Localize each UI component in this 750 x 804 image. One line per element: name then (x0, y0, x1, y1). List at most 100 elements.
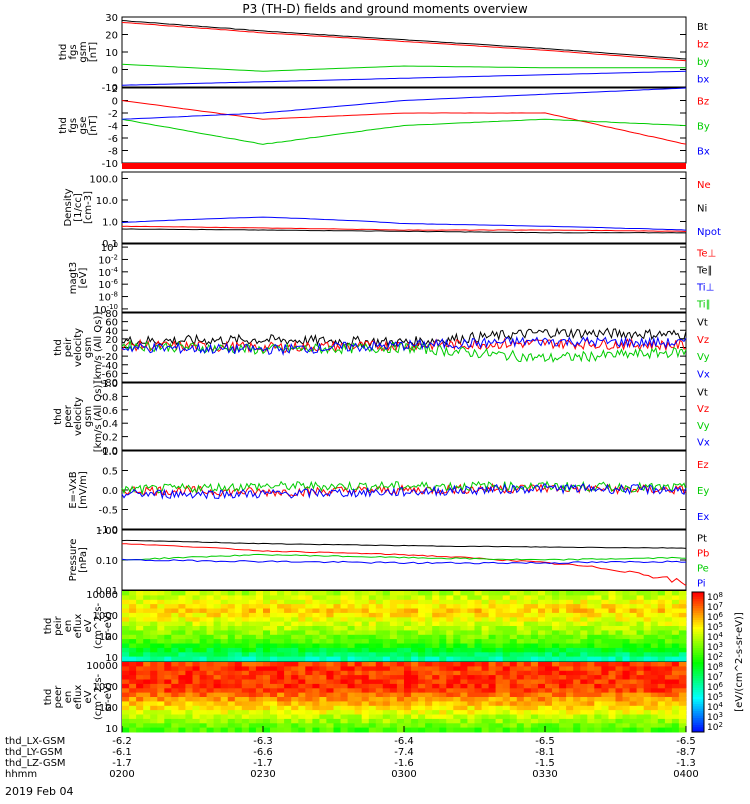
heatmap-cell (382, 595, 391, 601)
heatmap-cell (248, 656, 257, 662)
heatmap-cell (601, 692, 609, 698)
heatmap-cell (234, 683, 243, 689)
heatmap-cell (382, 683, 391, 689)
heatmap-cell (171, 662, 179, 667)
heatmap-cell (467, 670, 475, 676)
heatmap-cell (164, 595, 172, 601)
heatmap-cell (298, 604, 306, 609)
heatmap-cell (347, 630, 356, 636)
y-axis-label-line: eflux (73, 685, 84, 710)
heatmap-cell (354, 718, 363, 724)
heatmap-cell (122, 723, 130, 729)
heatmap-cell (291, 643, 299, 649)
heatmap-cell (389, 612, 398, 618)
heatmap-cell (199, 714, 208, 720)
heatmap-cell (185, 621, 193, 627)
heatmap-cell (368, 595, 377, 601)
heatmap-cell (326, 630, 334, 636)
heatmap-cell (340, 723, 348, 729)
heatmap-cell (277, 591, 285, 596)
colorbar-cell (692, 718, 704, 721)
heatmap-cell (523, 670, 532, 676)
heatmap-cell (241, 634, 250, 640)
heatmap-cell (425, 662, 433, 667)
heatmap-cell (192, 679, 200, 685)
heatmap-cell (199, 647, 208, 653)
heatmap-cell (234, 652, 243, 658)
heatmap-cell (587, 634, 595, 640)
heatmap-cell (509, 705, 518, 711)
heatmap-cell (446, 666, 454, 672)
heatmap-cell (678, 718, 687, 724)
heatmap-cell (671, 697, 680, 702)
heatmap-cell (206, 688, 215, 694)
heatmap-cell (122, 604, 130, 609)
heatmap-cell (368, 718, 377, 724)
heatmap-cell (129, 626, 137, 631)
heatmap-cell (650, 599, 659, 605)
heatmap-cell (136, 727, 144, 733)
heatmap-cell (157, 634, 165, 640)
heatmap-cell (298, 727, 306, 733)
heatmap-cell (298, 591, 306, 596)
heatmap-cell (375, 683, 384, 689)
heatmap-cell (213, 612, 222, 618)
heatmap-cell (270, 630, 278, 636)
heatmap-cell (460, 701, 468, 707)
heatmap-cell (516, 599, 525, 605)
heatmap-cell (608, 714, 616, 720)
y-tick-label: -4 (108, 122, 118, 133)
heatmap-cell (143, 670, 151, 676)
heatmap-cell (643, 617, 652, 623)
heatmap-cell (206, 718, 215, 724)
heatmap-cell (538, 595, 546, 601)
heatmap-cell (333, 595, 341, 601)
heatmap-cell (636, 647, 645, 653)
heatmap-cell (657, 604, 666, 609)
heatmap-cell (453, 599, 461, 605)
heatmap-cell (220, 675, 229, 680)
y-axis-label-line: gse (78, 117, 89, 135)
heatmap-cell (192, 630, 200, 636)
heatmap-cell (263, 675, 271, 680)
colorbar-cell (692, 683, 704, 686)
heatmap-cell (552, 679, 560, 685)
heatmap-cell (213, 723, 222, 729)
heatmap-cell (143, 688, 151, 694)
heatmap-cell (615, 591, 623, 596)
heatmap-cell (495, 662, 504, 667)
heatmap-cell (545, 617, 553, 623)
heatmap-cell (361, 612, 370, 618)
heatmap-cell (241, 688, 250, 694)
heatmap-cell (580, 604, 588, 609)
heatmap-cell (664, 710, 673, 715)
heatmap-cell (255, 692, 264, 698)
heatmap-cell (396, 608, 405, 614)
heatmap-cell (538, 656, 546, 662)
heatmap-cell (411, 656, 419, 662)
heatmap-cell (411, 639, 419, 644)
heatmap-cell (143, 595, 151, 601)
heatmap-cell (453, 675, 461, 680)
heatmap-cell (340, 701, 348, 707)
heatmap-cell (361, 595, 370, 601)
heatmap-cell (389, 604, 398, 609)
heatmap-cell (129, 683, 137, 689)
colorbar-cell (692, 650, 704, 654)
y-tick-label: -0.5 (98, 506, 118, 517)
heatmap-cell (333, 701, 341, 707)
heatmap-cell (312, 612, 320, 618)
heatmap-cell (333, 652, 341, 658)
heatmap-cell (185, 705, 193, 711)
heatmap-cell (284, 662, 292, 667)
heatmap-cell (587, 705, 595, 711)
heatmap-cell (439, 670, 447, 676)
heatmap-cell (291, 666, 299, 672)
heatmap-cell (263, 666, 271, 672)
heatmap-cell (538, 647, 546, 653)
heatmap-cell (368, 723, 377, 729)
heatmap-cell (671, 710, 680, 715)
heatmap-cell (326, 714, 334, 720)
heatmap-cell (122, 617, 130, 623)
heatmap-cell (220, 643, 229, 649)
